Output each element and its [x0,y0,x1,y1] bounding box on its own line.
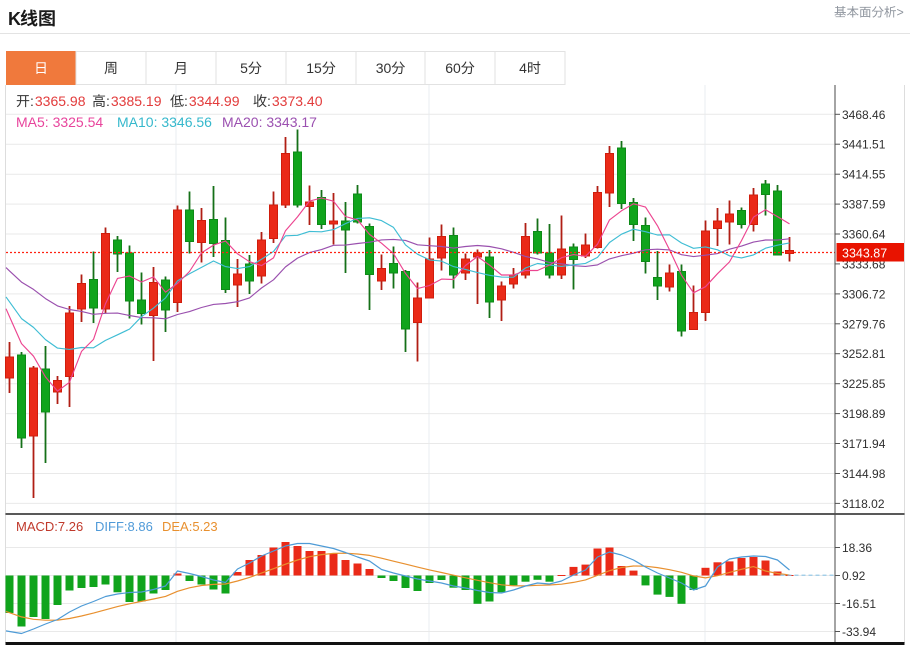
svg-text:3344.99: 3344.99 [189,93,240,109]
svg-text:30: 30 [376,60,392,76]
svg-text:K: K [8,9,21,29]
svg-text:3468.46: 3468.46 [842,108,886,122]
svg-text:3144.98: 3144.98 [842,467,886,481]
svg-text::: : [184,93,188,109]
svg-text:DEA:5.23: DEA:5.23 [162,519,218,534]
svg-text:MA20: 3343.17: MA20: 3343.17 [222,114,317,130]
svg-text:3373.40: 3373.40 [272,93,323,109]
svg-text:3118.02: 3118.02 [842,497,885,511]
svg-text:3279.76: 3279.76 [842,317,886,331]
svg-text:0.92: 0.92 [842,569,866,583]
svg-text:MA5: 3325.54: MA5: 3325.54 [16,114,103,130]
svg-text:>: > [897,6,904,20]
svg-text:3343.87: 3343.87 [842,247,887,261]
svg-text:15: 15 [306,60,322,76]
svg-text:3387.59: 3387.59 [842,198,886,212]
svg-text::: : [30,93,34,109]
svg-text:3360.64: 3360.64 [842,228,886,242]
svg-text::: : [106,93,110,109]
svg-text:-33.94: -33.94 [842,625,876,639]
svg-text:3171.94: 3171.94 [842,437,886,451]
svg-text:5: 5 [240,60,248,76]
svg-text:-16.51: -16.51 [842,597,876,611]
svg-text:3306.72: 3306.72 [842,287,886,301]
svg-text:3365.98: 3365.98 [35,93,86,109]
svg-text:4: 4 [519,60,527,76]
svg-text:MA10: 3346.56: MA10: 3346.56 [117,114,212,130]
svg-text:MACD:7.26: MACD:7.26 [16,519,83,534]
svg-text:3441.51: 3441.51 [842,138,886,152]
svg-text:3198.89: 3198.89 [842,407,886,421]
svg-text:3414.55: 3414.55 [842,168,886,182]
svg-text:3252.81: 3252.81 [842,347,886,361]
svg-text:3385.19: 3385.19 [111,93,162,109]
svg-text::: : [267,93,271,109]
svg-text:18.36: 18.36 [842,541,872,555]
svg-text:3225.85: 3225.85 [842,377,886,391]
svg-text:DIFF:8.86: DIFF:8.86 [95,519,153,534]
svg-text:60: 60 [445,60,461,76]
